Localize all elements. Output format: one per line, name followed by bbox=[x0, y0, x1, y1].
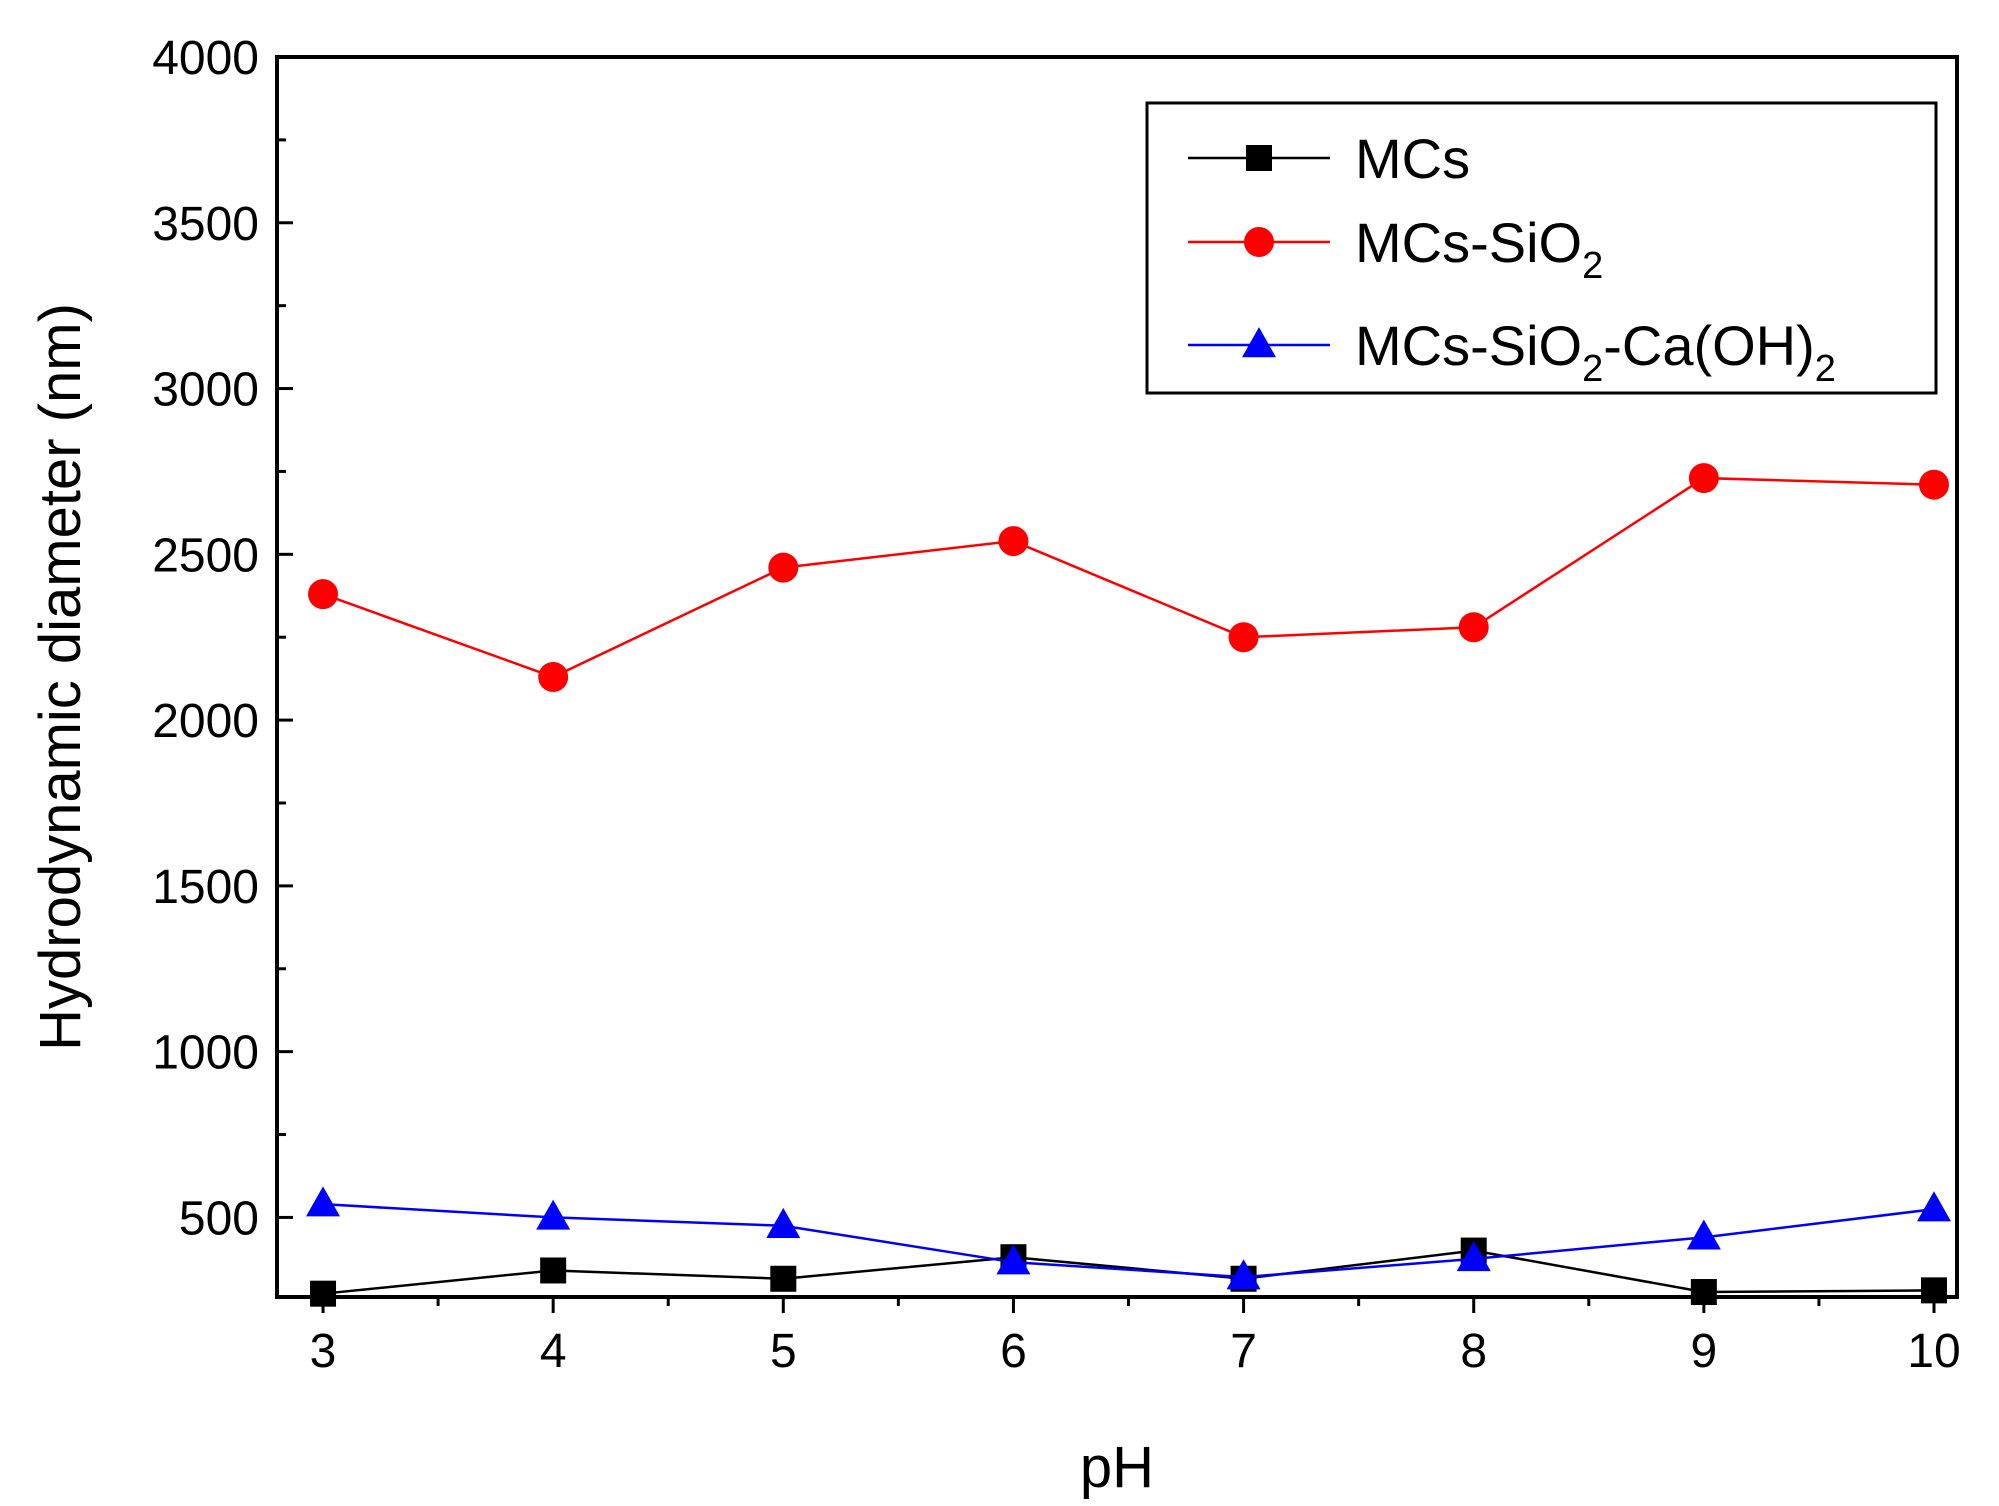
series-mcs-sio2 bbox=[308, 463, 1949, 692]
data-point-mcs-sio2 bbox=[1458, 612, 1489, 643]
data-point-mcs bbox=[1920, 1277, 1947, 1304]
y-tick-label: 1000 bbox=[152, 1027, 259, 1080]
x-tick-label: 10 bbox=[1907, 1325, 1960, 1378]
legend-label: MCs bbox=[1355, 127, 1470, 190]
data-point-mcs-sio2-ca-oh-2 bbox=[766, 1207, 801, 1238]
y-tick-label: 3500 bbox=[152, 198, 259, 251]
plot-area-frame bbox=[275, 55, 1959, 1299]
legend-label-part: MCs bbox=[1355, 127, 1470, 190]
x-tick-label: 5 bbox=[770, 1325, 797, 1378]
x-tick-label: 7 bbox=[1230, 1325, 1257, 1378]
legend-label-part: -Ca(OH) bbox=[1603, 314, 1815, 377]
data-point-mcs bbox=[310, 1280, 337, 1307]
legend-label-part: MCs-SiO bbox=[1355, 211, 1582, 274]
x-axis-tick-labels: 3 4 5 6 7 8 9 10 bbox=[310, 1325, 1961, 1378]
series-line-mcs bbox=[322, 1249, 1934, 1295]
data-point-mcs-sio2-ca-oh-2 bbox=[536, 1199, 571, 1230]
data-point-mcs bbox=[1690, 1279, 1717, 1306]
legend-entry-mcs-sio2: MCs-SiO2 bbox=[1188, 211, 1603, 287]
series-mcs-sio2-ca-oh-2 bbox=[306, 1186, 1951, 1290]
series-line-mcs-sio2 bbox=[322, 476, 1935, 679]
data-point-mcs bbox=[770, 1265, 797, 1292]
y-axis-title: Hydrodynamic diameter (nm) bbox=[28, 303, 93, 1051]
data-point-mcs-sio2 bbox=[768, 552, 799, 583]
series-line-mcs-sio2-ca-oh-2 bbox=[322, 1202, 1935, 1279]
legend-label-part: MCs-SiO bbox=[1355, 314, 1582, 377]
y-tick-label: 2500 bbox=[152, 529, 259, 582]
legend-label-subscript: 2 bbox=[1815, 348, 1836, 390]
data-point-mcs-sio2-ca-oh-2 bbox=[996, 1244, 1031, 1275]
data-series bbox=[306, 463, 1951, 1307]
legend-label: MCs-SiO2-Ca(OH)2 bbox=[1355, 314, 1836, 390]
data-point-mcs-sio2 bbox=[1688, 463, 1719, 494]
data-point-mcs-sio2 bbox=[1918, 469, 1949, 500]
x-axis-title: pH bbox=[1080, 1435, 1154, 1500]
data-point-mcs-sio2-ca-oh-2 bbox=[306, 1186, 341, 1217]
data-point-mcs-sio2 bbox=[998, 526, 1029, 557]
legend-label: MCs-SiO2 bbox=[1355, 211, 1603, 287]
x-tick-label: 6 bbox=[1000, 1325, 1027, 1378]
legend-entry-mcs: MCs bbox=[1188, 127, 1470, 190]
y-tick-label: 1500 bbox=[152, 861, 259, 914]
data-point-mcs-sio2-ca-oh-2 bbox=[1686, 1219, 1721, 1250]
legend-label-subscript: 2 bbox=[1582, 348, 1603, 390]
legend-entry-mcs-sio2-ca-oh-2: MCs-SiO2-Ca(OH)2 bbox=[1188, 314, 1836, 390]
data-point-mcs-sio2-ca-oh-2 bbox=[1916, 1191, 1951, 1222]
y-tick-label: 3000 bbox=[152, 364, 259, 417]
y-tick-label: 500 bbox=[179, 1192, 259, 1245]
legend-marker bbox=[1242, 327, 1276, 358]
y-axis-tick-labels: 500 1000 1500 2000 2500 3000 3500 4000 bbox=[152, 32, 259, 1245]
data-point-mcs-sio2 bbox=[308, 579, 339, 610]
data-point-mcs bbox=[540, 1257, 567, 1284]
x-tick-label: 3 bbox=[310, 1325, 337, 1378]
legend-label-subscript: 2 bbox=[1582, 245, 1603, 287]
data-point-mcs-sio2 bbox=[1228, 622, 1259, 653]
legend-marker bbox=[1244, 227, 1274, 257]
data-point-mcs-sio2 bbox=[538, 662, 569, 692]
data-point-mcs-sio2-ca-oh-2 bbox=[1226, 1259, 1261, 1290]
x-tick-label: 9 bbox=[1690, 1325, 1717, 1378]
legend-marker bbox=[1246, 145, 1272, 171]
y-tick-label: 2000 bbox=[152, 695, 259, 748]
y-tick-label: 4000 bbox=[152, 32, 259, 85]
data-point-mcs-sio2-ca-oh-2 bbox=[1456, 1241, 1491, 1272]
x-tick-label: 4 bbox=[540, 1325, 567, 1378]
x-tick-label: 8 bbox=[1460, 1325, 1487, 1378]
